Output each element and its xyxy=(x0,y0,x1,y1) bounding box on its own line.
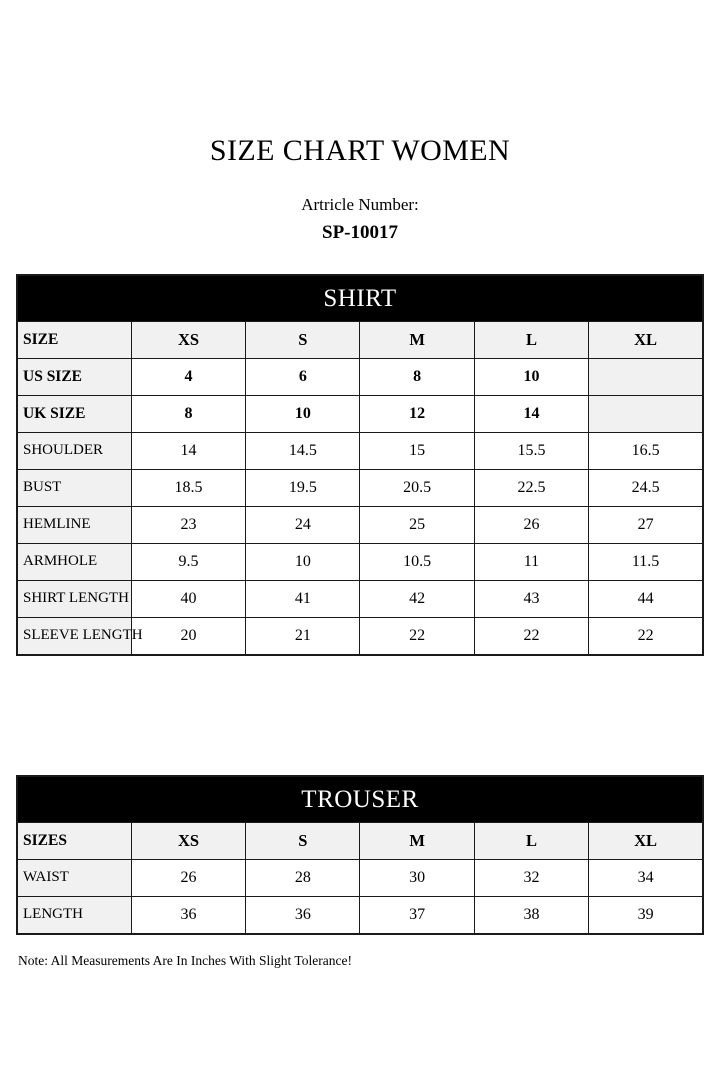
shirt-banner-title: SHIRT xyxy=(16,274,704,322)
page-title: SIZE CHART WOMEN xyxy=(209,134,511,167)
cell-hemline-l: 26 xyxy=(473,505,590,544)
cell-shirt-length-xs: 40 xyxy=(130,579,247,618)
row-label-sleeve-length: SLEEVE LENGTH xyxy=(16,616,143,656)
column-header-trouser-s: S xyxy=(245,821,361,860)
column-header-s: S xyxy=(245,320,361,359)
column-header-trouser-xs: XS xyxy=(130,821,247,860)
cell-bust-s: 19.5 xyxy=(245,468,361,507)
cell-shirt-length-m: 42 xyxy=(359,579,475,618)
cell-waist-xl: 34 xyxy=(588,858,704,897)
table-row: HEMLINE 23 24 25 26 27 xyxy=(16,505,704,544)
table-banner-row: TROUSER xyxy=(16,775,704,823)
cell-shirt-length-xl: 44 xyxy=(588,579,704,618)
row-label-us-size: US SIZE xyxy=(16,357,132,396)
table-row: SHIRT LENGTH 40 41 42 43 44 xyxy=(16,579,704,618)
cell-waist-l: 32 xyxy=(473,858,590,897)
cell-bust-l: 22.5 xyxy=(473,468,590,507)
column-header-m: M xyxy=(359,320,475,359)
row-label-armhole: ARMHOLE xyxy=(16,542,132,581)
cell-sleeve-length-m: 22 xyxy=(359,616,475,656)
cell-us-size-xs: 4 xyxy=(130,357,247,396)
cell-armhole-xs: 9.5 xyxy=(130,542,247,581)
cell-shoulder-xl: 16.5 xyxy=(588,431,704,470)
row-label-uk-size: UK SIZE xyxy=(16,394,132,433)
article-number-label: Artricle Number: xyxy=(301,194,419,214)
cell-uk-size-m: 12 xyxy=(359,394,475,433)
cell-sleeve-length-xs: 20 xyxy=(130,616,247,656)
trouser-banner-title: TROUSER xyxy=(16,775,704,823)
row-label-shoulder: SHOULDER xyxy=(16,431,132,470)
cell-length-s: 36 xyxy=(245,895,361,935)
table-row: LENGTH 36 36 37 38 39 xyxy=(16,895,704,935)
cell-shoulder-xs: 14 xyxy=(130,431,247,470)
table-header-row: SIZE XS S M L XL xyxy=(16,320,704,359)
column-header-xl: XL xyxy=(588,320,704,359)
cell-uk-size-xs: 8 xyxy=(130,394,247,433)
cell-armhole-s: 10 xyxy=(245,542,361,581)
cell-length-xl: 39 xyxy=(588,895,704,935)
article-number-value: SP-10017 xyxy=(322,221,398,243)
column-header-xs: XS xyxy=(130,320,247,359)
cell-shoulder-l: 15.5 xyxy=(473,431,590,470)
column-header-sizes: SIZES xyxy=(16,821,132,860)
cell-shirt-length-s: 41 xyxy=(245,579,361,618)
row-label-waist: WAIST xyxy=(16,858,132,897)
column-header-l: L xyxy=(473,320,590,359)
table-header-row: SIZES XS S M L XL xyxy=(16,821,704,860)
table-row: SHOULDER 14 14.5 15 15.5 16.5 xyxy=(16,431,704,470)
row-label-bust: BUST xyxy=(16,468,132,507)
cell-waist-s: 28 xyxy=(245,858,361,897)
cell-armhole-xl: 11.5 xyxy=(588,542,704,581)
cell-armhole-m: 10.5 xyxy=(359,542,475,581)
column-header-trouser-m: M xyxy=(359,821,475,860)
table-row: US SIZE 4 6 8 10 xyxy=(16,357,704,396)
table-row: BUST 18.5 19.5 20.5 22.5 24.5 xyxy=(16,468,704,507)
cell-length-xs: 36 xyxy=(130,895,247,935)
cell-length-l: 38 xyxy=(473,895,590,935)
table-banner-row: SHIRT xyxy=(16,274,704,322)
shirt-size-table: SHIRT SIZE XS S M L XL US SIZE 4 6 8 10 … xyxy=(16,273,704,656)
column-header-size: SIZE xyxy=(16,320,132,359)
cell-bust-m: 20.5 xyxy=(359,468,475,507)
row-label-shirt-length: SHIRT LENGTH xyxy=(16,579,132,618)
cell-hemline-s: 24 xyxy=(245,505,361,544)
cell-us-size-s: 6 xyxy=(245,357,361,396)
cell-waist-xs: 26 xyxy=(130,858,247,897)
cell-us-size-xl xyxy=(588,357,704,396)
table-row: ARMHOLE 9.5 10 10.5 11 11.5 xyxy=(16,542,704,581)
cell-us-size-l: 10 xyxy=(473,357,590,396)
cell-shirt-length-l: 43 xyxy=(473,579,590,618)
cell-us-size-m: 8 xyxy=(359,357,475,396)
cell-shoulder-m: 15 xyxy=(359,431,475,470)
cell-waist-m: 30 xyxy=(359,858,475,897)
cell-uk-size-l: 14 xyxy=(473,394,590,433)
column-header-trouser-xl: XL xyxy=(588,821,704,860)
row-label-hemline: HEMLINE xyxy=(16,505,132,544)
cell-hemline-xl: 27 xyxy=(588,505,704,544)
cell-hemline-m: 25 xyxy=(359,505,475,544)
table-row: WAIST 26 28 30 32 34 xyxy=(16,858,704,897)
cell-sleeve-length-xl: 22 xyxy=(588,616,704,656)
cell-sleeve-length-s: 21 xyxy=(245,616,361,656)
table-row: SLEEVE LENGTH 20 21 22 22 22 xyxy=(16,616,704,656)
measurements-note: Note: All Measurements Are In Inches Wit… xyxy=(18,952,352,968)
cell-armhole-l: 11 xyxy=(473,542,590,581)
cell-uk-size-xl xyxy=(588,394,704,433)
column-header-trouser-l: L xyxy=(473,821,590,860)
table-row: UK SIZE 8 10 12 14 xyxy=(16,394,704,433)
cell-bust-xl: 24.5 xyxy=(588,468,704,507)
cell-uk-size-s: 10 xyxy=(245,394,361,433)
cell-length-m: 37 xyxy=(359,895,475,935)
row-label-length: LENGTH xyxy=(16,895,132,935)
cell-shoulder-s: 14.5 xyxy=(245,431,361,470)
trouser-size-table: TROUSER SIZES XS S M L XL WAIST 26 28 30… xyxy=(16,774,704,935)
cell-hemline-xs: 23 xyxy=(130,505,247,544)
cell-sleeve-length-l: 22 xyxy=(473,616,590,656)
cell-bust-xs: 18.5 xyxy=(130,468,247,507)
